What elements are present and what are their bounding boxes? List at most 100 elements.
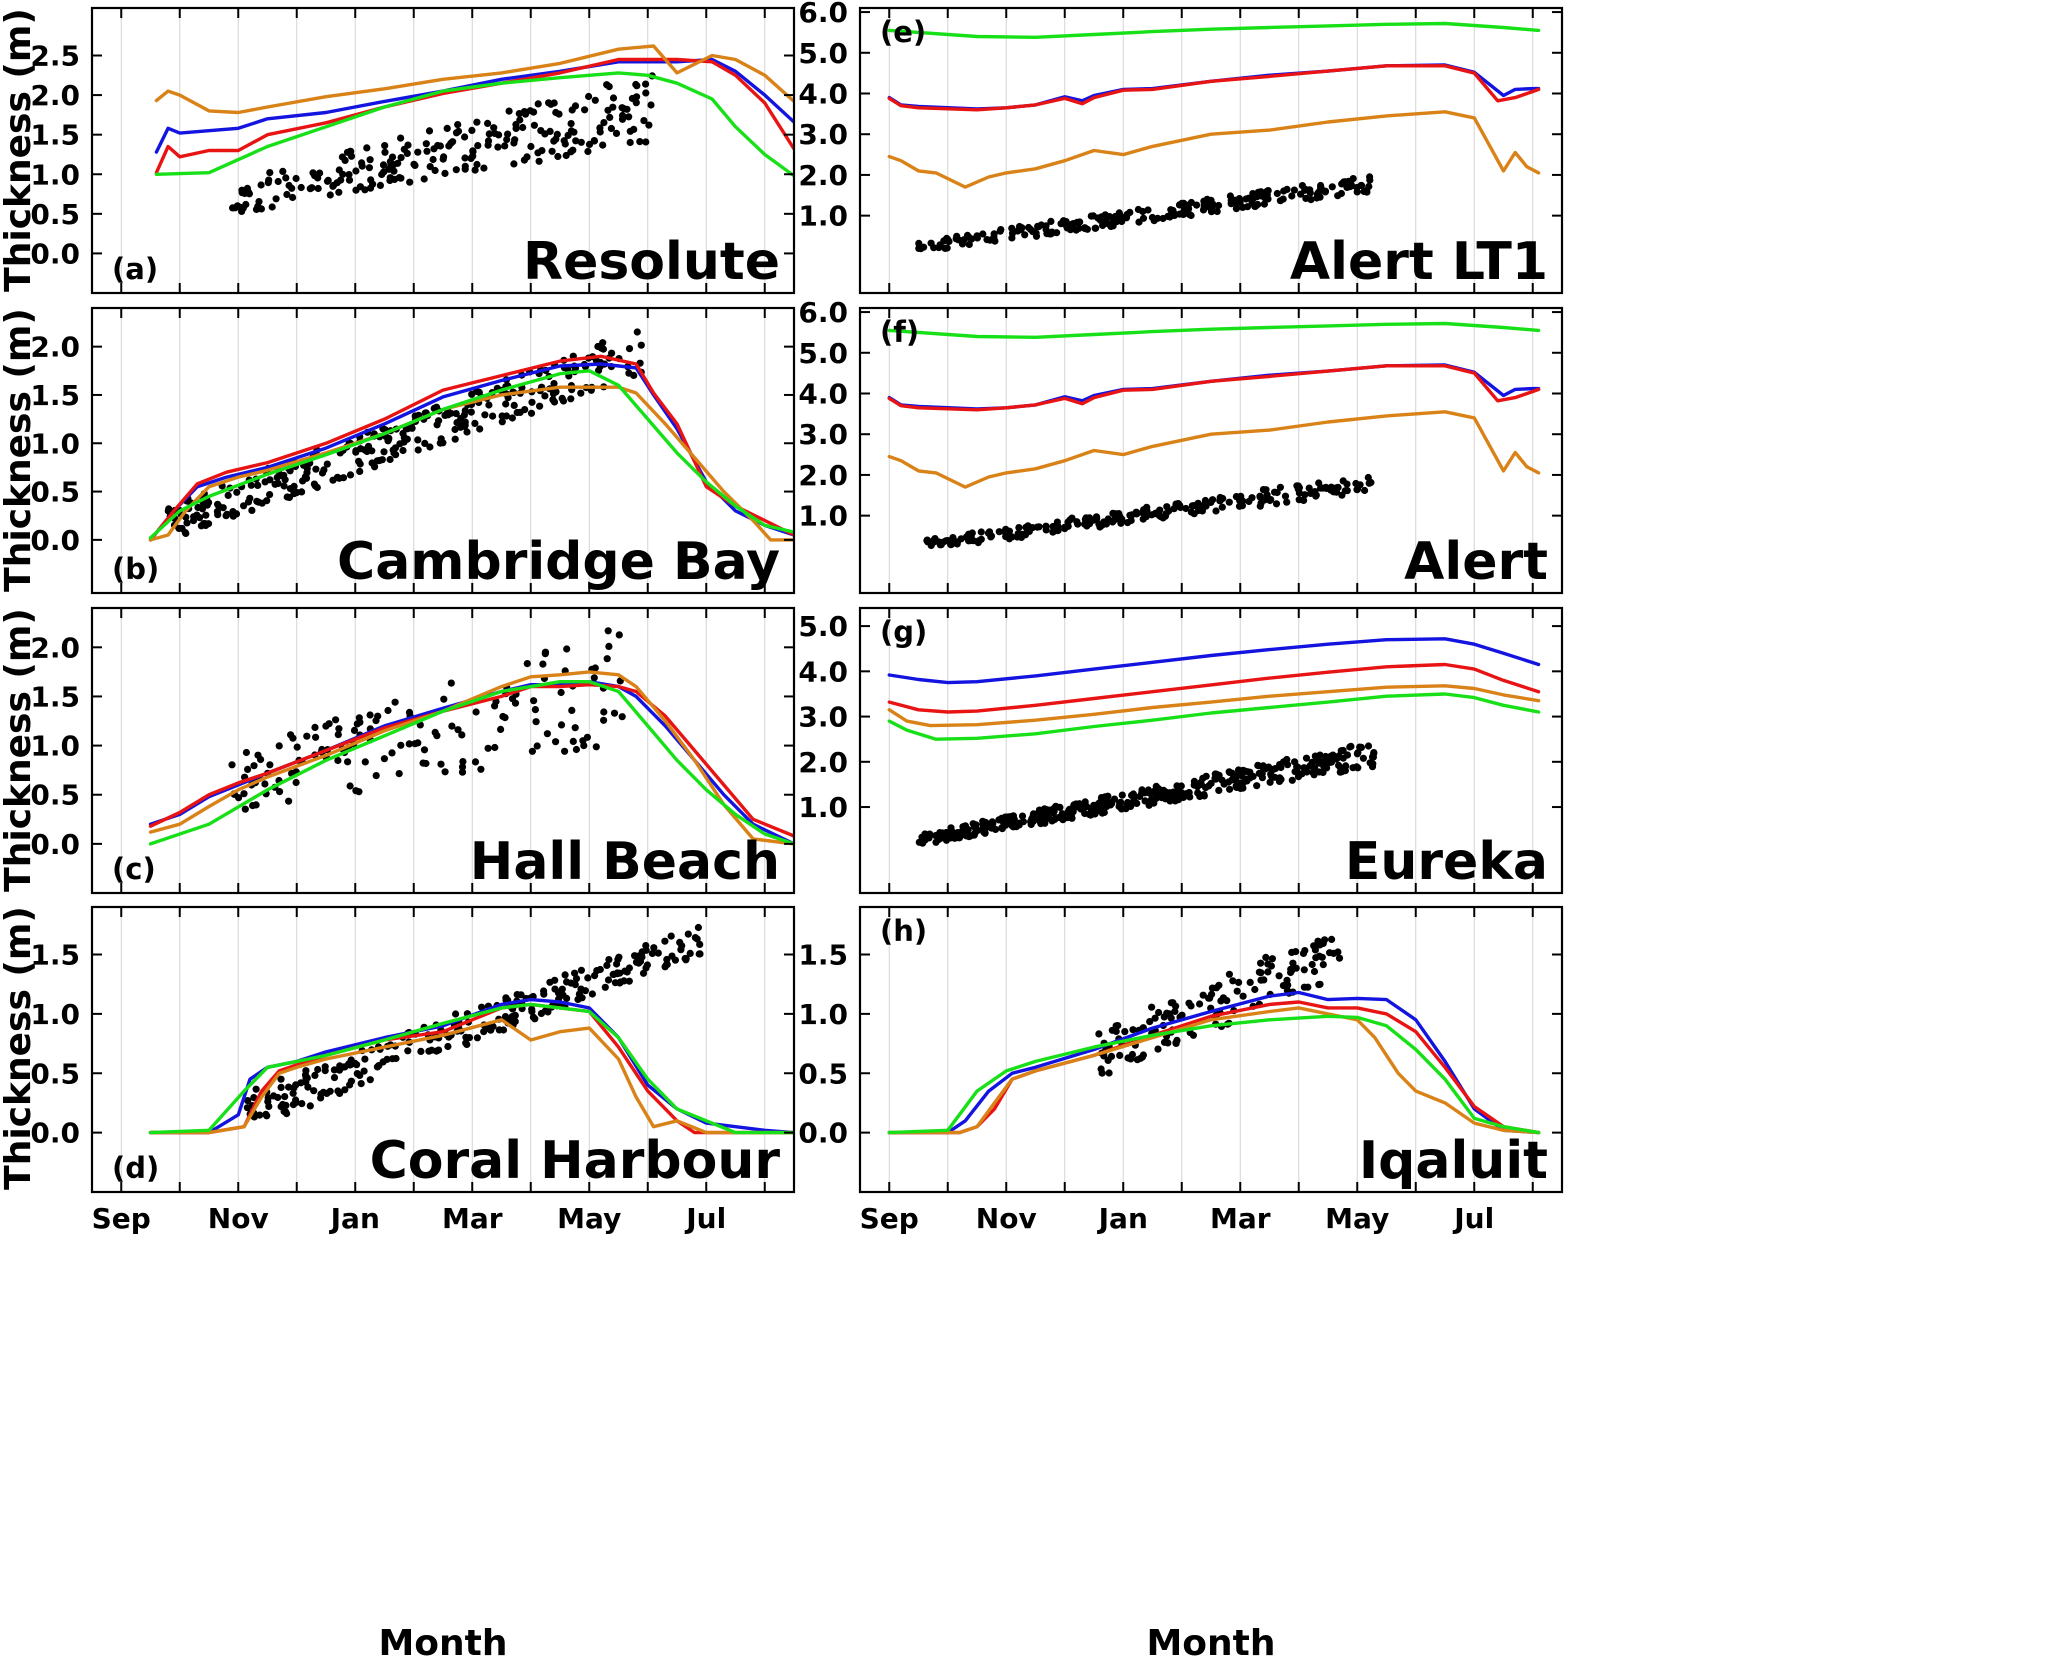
observation-point bbox=[1103, 219, 1111, 227]
observation-point bbox=[447, 679, 455, 687]
observation-point bbox=[303, 732, 311, 740]
y-tick-label: 0.0 bbox=[30, 237, 80, 270]
series-green-line bbox=[887, 1014, 1541, 1135]
observation-point bbox=[276, 788, 284, 796]
observation-point bbox=[1009, 823, 1017, 831]
observation-point bbox=[1144, 786, 1152, 794]
observation-point bbox=[281, 1093, 289, 1101]
observation-point bbox=[561, 747, 569, 755]
observation-point bbox=[1300, 966, 1308, 974]
observation-point bbox=[441, 768, 449, 776]
observation-point bbox=[306, 1102, 314, 1110]
observation-point bbox=[621, 967, 629, 975]
observation-point bbox=[546, 978, 554, 986]
observation-point bbox=[610, 709, 619, 717]
observation-point bbox=[1267, 962, 1275, 970]
observation-point bbox=[1116, 1051, 1124, 1059]
observation-point bbox=[303, 469, 311, 477]
observation-point bbox=[1178, 1011, 1186, 1019]
series-green-line bbox=[148, 680, 794, 846]
observation-point bbox=[312, 733, 320, 741]
observation-point bbox=[252, 205, 261, 213]
observation-point bbox=[996, 227, 1004, 235]
observation-point bbox=[1196, 792, 1204, 801]
observation-point bbox=[1323, 764, 1331, 772]
series-orange-line bbox=[148, 1018, 794, 1135]
observation-point bbox=[1198, 507, 1206, 515]
observation-point bbox=[633, 328, 641, 336]
observation-point bbox=[1207, 498, 1215, 506]
observation-point bbox=[1173, 782, 1181, 790]
observation-point bbox=[346, 471, 355, 479]
observation-point bbox=[1097, 1065, 1105, 1073]
observation-point bbox=[648, 949, 657, 958]
observation-point bbox=[1228, 769, 1236, 777]
observation-point bbox=[386, 455, 394, 464]
observation-point bbox=[451, 435, 459, 443]
observation-point bbox=[552, 738, 560, 746]
observation-point bbox=[593, 967, 601, 975]
y-tick-label: 2.0 bbox=[798, 459, 848, 492]
observation-point bbox=[334, 1087, 342, 1095]
y-tick-label: 1.0 bbox=[798, 500, 848, 533]
observation-point bbox=[1109, 509, 1117, 517]
observation-point bbox=[376, 181, 384, 189]
observation-point bbox=[1354, 764, 1362, 772]
observation-point bbox=[538, 147, 546, 155]
y-tick-label: 0.5 bbox=[30, 779, 80, 812]
observation-point bbox=[1322, 752, 1330, 761]
observation-point bbox=[585, 92, 593, 101]
observation-point bbox=[1263, 491, 1271, 499]
observation-point bbox=[1360, 187, 1368, 195]
observation-point bbox=[640, 117, 648, 125]
observation-point bbox=[541, 392, 549, 400]
observation-point bbox=[1366, 173, 1374, 181]
observation-point bbox=[642, 89, 650, 97]
observation-point bbox=[461, 133, 469, 141]
series-green-line bbox=[887, 692, 1541, 741]
observation-point bbox=[1114, 515, 1122, 523]
observation-point bbox=[1117, 798, 1125, 806]
series-blue-line bbox=[887, 363, 1541, 411]
observation-point bbox=[604, 627, 612, 635]
observation-point bbox=[953, 540, 961, 548]
observation-point bbox=[635, 959, 643, 967]
observation-point bbox=[498, 418, 506, 426]
observation-point bbox=[633, 93, 641, 101]
y-axis-title-row-2: Thickness (m) bbox=[0, 308, 39, 592]
observation-point bbox=[244, 765, 252, 774]
observation-point bbox=[1172, 500, 1180, 508]
plot-frame bbox=[858, 905, 1564, 1194]
observation-point bbox=[452, 166, 460, 174]
observation-point bbox=[422, 759, 430, 768]
observation-point bbox=[1288, 948, 1296, 957]
observation-point bbox=[257, 181, 265, 189]
series-orange-line bbox=[887, 110, 1541, 189]
observation-point bbox=[266, 761, 274, 769]
observation-point bbox=[469, 148, 477, 156]
observation-point bbox=[548, 147, 556, 155]
observation-point bbox=[1129, 1026, 1137, 1034]
panel-cambridge-bay: 0.0 0.5 1.0 1.5 2.0 (b) Cambridge Bay bbox=[30, 306, 796, 595]
observation-point bbox=[1169, 999, 1177, 1007]
observation-point bbox=[1298, 770, 1306, 778]
observations-iqaluit bbox=[1095, 935, 1344, 1077]
observation-point bbox=[448, 722, 456, 730]
y-tick-label: 1.0 bbox=[30, 427, 80, 460]
observation-point bbox=[1328, 935, 1336, 944]
observation-point bbox=[531, 1015, 539, 1023]
observation-point bbox=[366, 156, 374, 164]
observation-point bbox=[1187, 198, 1195, 207]
observation-point bbox=[1070, 801, 1078, 809]
observation-point bbox=[1246, 774, 1254, 782]
x-tick-label: Jan bbox=[329, 1202, 380, 1235]
observation-point bbox=[1215, 786, 1223, 795]
observation-point bbox=[338, 153, 346, 161]
y-tick-label: 4.0 bbox=[798, 378, 848, 411]
observation-point bbox=[1273, 189, 1281, 198]
observation-point bbox=[535, 157, 543, 165]
series-blue-line bbox=[154, 57, 794, 154]
observation-point bbox=[1054, 522, 1062, 530]
observation-point bbox=[605, 83, 613, 91]
observation-point bbox=[357, 1080, 365, 1088]
